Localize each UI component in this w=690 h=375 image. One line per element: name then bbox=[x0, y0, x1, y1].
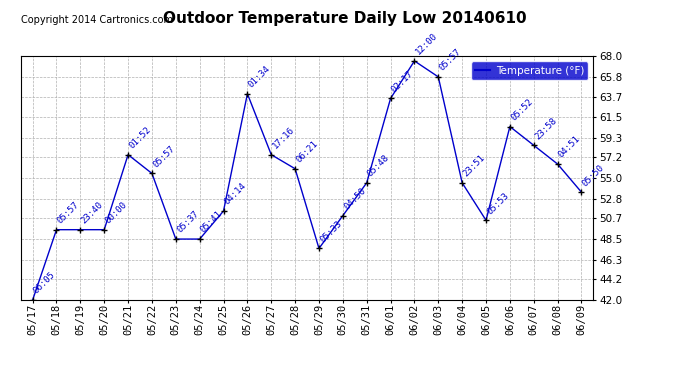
Text: 05:57: 05:57 bbox=[437, 47, 463, 73]
Text: 05:33: 05:33 bbox=[318, 219, 344, 244]
Text: 12:00: 12:00 bbox=[413, 32, 439, 57]
Text: 04:50: 04:50 bbox=[342, 186, 367, 211]
Text: 04:14: 04:14 bbox=[223, 182, 248, 207]
Text: Copyright 2014 Cartronics.com: Copyright 2014 Cartronics.com bbox=[21, 15, 172, 25]
Text: 17:16: 17:16 bbox=[270, 125, 296, 150]
Text: 04:51: 04:51 bbox=[557, 135, 582, 160]
Text: 01:34: 01:34 bbox=[246, 64, 272, 90]
Text: 05:57: 05:57 bbox=[56, 200, 81, 225]
Text: 05:48: 05:48 bbox=[366, 153, 391, 178]
Text: 23:40: 23:40 bbox=[79, 200, 105, 225]
Text: 05:41: 05:41 bbox=[199, 210, 224, 235]
Text: Outdoor Temperature Daily Low 20140610: Outdoor Temperature Daily Low 20140610 bbox=[164, 11, 526, 26]
Text: 05:37: 05:37 bbox=[175, 210, 200, 235]
Text: 02:17: 02:17 bbox=[390, 69, 415, 94]
Text: 05:50: 05:50 bbox=[581, 163, 606, 188]
Text: 06:21: 06:21 bbox=[295, 139, 319, 165]
Text: 06:05: 06:05 bbox=[32, 270, 57, 296]
Text: 01:52: 01:52 bbox=[127, 125, 152, 150]
Text: 05:57: 05:57 bbox=[151, 144, 177, 169]
Text: 05:52: 05:52 bbox=[509, 97, 535, 122]
Text: 05:53: 05:53 bbox=[485, 191, 511, 216]
Legend: Temperature (°F): Temperature (°F) bbox=[471, 62, 588, 80]
Text: 00:00: 00:00 bbox=[104, 200, 129, 225]
Text: 23:58: 23:58 bbox=[533, 116, 558, 141]
Text: 23:51: 23:51 bbox=[462, 153, 486, 178]
